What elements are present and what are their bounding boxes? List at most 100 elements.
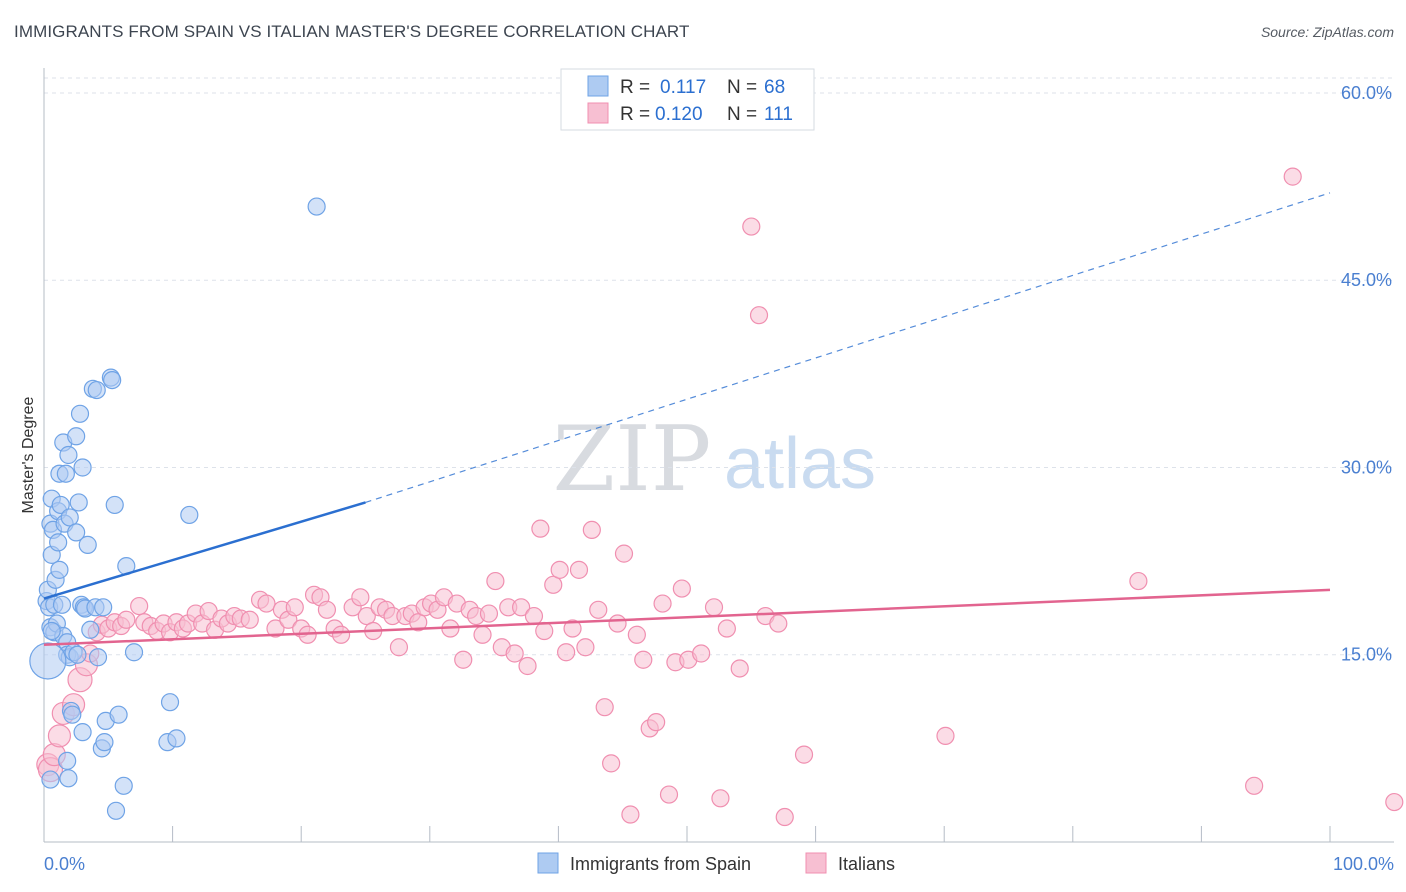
data-point bbox=[749, 306, 769, 325]
legend-r-value-2: 0.120 bbox=[655, 104, 703, 125]
source-label: Source: ZipAtlas.com bbox=[1260, 24, 1394, 40]
data-point bbox=[634, 650, 653, 669]
data-point bbox=[88, 648, 108, 667]
data-point bbox=[473, 625, 492, 644]
italians-points bbox=[36, 167, 1404, 827]
data-point bbox=[563, 619, 582, 638]
data-point bbox=[69, 493, 88, 512]
data-point bbox=[518, 656, 537, 676]
data-point bbox=[67, 523, 86, 542]
data-point bbox=[608, 614, 627, 633]
data-point bbox=[73, 458, 92, 477]
data-point bbox=[78, 535, 97, 554]
data-point bbox=[106, 801, 126, 820]
data-point bbox=[130, 596, 149, 616]
data-point bbox=[454, 650, 473, 669]
chart-title: IMMIGRANTS FROM SPAIN VS ITALIAN MASTER'… bbox=[14, 22, 690, 41]
data-point bbox=[266, 619, 285, 638]
legend-r-label-1: R = bbox=[620, 77, 650, 98]
legend-n-label-2: N = bbox=[727, 104, 757, 125]
data-point bbox=[60, 508, 79, 527]
spain-points bbox=[29, 197, 326, 820]
data-point bbox=[535, 621, 554, 641]
data-point bbox=[936, 726, 955, 745]
data-point bbox=[41, 770, 60, 789]
data-point bbox=[81, 620, 100, 639]
x-tick-label-max: 100.0% bbox=[1333, 854, 1394, 874]
bottom-legend-swatch-pink bbox=[805, 852, 827, 874]
data-point bbox=[357, 606, 376, 626]
data-point bbox=[50, 560, 69, 579]
data-point bbox=[544, 575, 563, 594]
data-point bbox=[331, 625, 351, 644]
data-point bbox=[68, 645, 87, 664]
data-point bbox=[704, 598, 724, 617]
data-point bbox=[409, 613, 428, 632]
data-point bbox=[240, 610, 259, 629]
data-point bbox=[56, 464, 75, 483]
data-point bbox=[73, 723, 92, 742]
y-tick-labels: 15.0% 30.0% 45.0% 60.0% bbox=[1341, 83, 1392, 665]
data-point bbox=[479, 604, 499, 623]
data-point bbox=[58, 751, 77, 770]
data-point bbox=[672, 579, 691, 598]
bottom-legend-swatch-blue bbox=[537, 852, 559, 874]
data-point bbox=[109, 705, 128, 724]
trend-line-italians bbox=[43, 588, 1331, 647]
y-tick-label: 45.0% bbox=[1341, 270, 1392, 290]
data-point bbox=[87, 380, 106, 400]
data-point bbox=[653, 594, 672, 613]
data-point bbox=[576, 638, 595, 657]
legend-n-value-2: 111 bbox=[764, 104, 793, 125]
bottom-legend-label-spain: Immigrants from Spain bbox=[570, 854, 751, 874]
legend-swatch-pink bbox=[587, 102, 609, 124]
data-point bbox=[692, 644, 711, 663]
data-point bbox=[486, 571, 505, 591]
data-point bbox=[51, 495, 70, 515]
data-point bbox=[70, 404, 90, 423]
data-point bbox=[717, 619, 736, 638]
data-point bbox=[531, 519, 550, 538]
data-point bbox=[647, 713, 666, 732]
data-point bbox=[317, 600, 337, 619]
data-point bbox=[167, 729, 186, 748]
watermark-zip: ZIP bbox=[553, 407, 712, 512]
data-point bbox=[621, 805, 640, 824]
data-point bbox=[103, 370, 122, 390]
bottom-legend-label-italians: Italians bbox=[838, 854, 895, 874]
y-tick-label: 60.0% bbox=[1341, 83, 1392, 103]
data-point bbox=[114, 776, 133, 795]
legend-n-label-1: N = bbox=[727, 77, 757, 98]
x-tick-label-min: 0.0% bbox=[44, 854, 85, 874]
data-point bbox=[117, 610, 136, 629]
data-point bbox=[351, 588, 370, 607]
data-point bbox=[775, 807, 794, 827]
data-point bbox=[730, 659, 749, 678]
data-point bbox=[42, 621, 61, 641]
legend-r-value-1: 0.117 bbox=[660, 77, 706, 98]
data-point bbox=[769, 614, 788, 633]
legend: R = 0.117 N = 68 R = 0.120 N = 111 bbox=[560, 68, 815, 131]
data-point bbox=[595, 698, 614, 717]
x-ticks bbox=[43, 826, 1331, 842]
data-point bbox=[614, 544, 634, 563]
data-point bbox=[285, 598, 304, 617]
data-point bbox=[569, 560, 589, 579]
data-point bbox=[627, 625, 646, 644]
data-point bbox=[257, 594, 276, 613]
data-point bbox=[1283, 167, 1302, 186]
y-tick-label: 30.0% bbox=[1341, 457, 1392, 477]
data-point bbox=[711, 789, 730, 808]
data-point bbox=[63, 705, 82, 724]
data-point bbox=[389, 638, 409, 657]
data-point bbox=[47, 724, 72, 748]
data-point bbox=[1129, 571, 1148, 591]
data-point bbox=[124, 643, 144, 662]
data-point bbox=[307, 197, 326, 216]
data-point bbox=[602, 754, 621, 773]
trend-line-spain bbox=[43, 501, 366, 600]
legend-r-label-2: R = bbox=[620, 104, 650, 125]
data-point bbox=[29, 642, 67, 680]
data-point bbox=[505, 644, 524, 663]
